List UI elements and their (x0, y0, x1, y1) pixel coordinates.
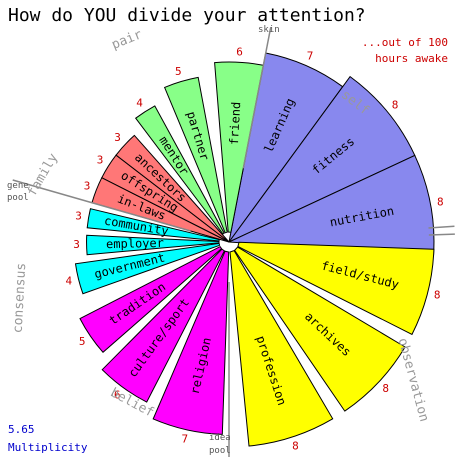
value-label-employer: 3 (73, 238, 80, 251)
value-label-mentor: 4 (136, 96, 143, 109)
value-label-nutrition: 8 (437, 196, 444, 209)
value-label-partner: 5 (175, 65, 182, 78)
group-label-consensus: consensus (11, 262, 30, 333)
subtitle-line-1: ...out of 100 (362, 36, 448, 49)
value-label-tradition: 5 (79, 335, 86, 348)
wedge-tradition (79, 245, 223, 354)
value-label-ancestors: 3 (114, 131, 121, 144)
group-label-pair: pair (110, 27, 145, 53)
wedge-culture-sport (101, 248, 226, 403)
segment-label-employer: employer (106, 236, 164, 251)
wedge-employer (86, 234, 220, 256)
value-label-culture-sport: 6 (114, 389, 121, 402)
wedge-archives (233, 246, 406, 412)
wedge-religion (152, 250, 230, 435)
multiplicity-label: Multiplicity (8, 441, 88, 454)
value-label-learning: 7 (307, 49, 314, 62)
multiplicity-value: 5.65 (8, 423, 35, 436)
group-label-observation: observation (395, 336, 432, 423)
self-observation-boundary-line-2 (428, 233, 455, 236)
wedge-community (86, 208, 220, 242)
value-label-archives: 8 (382, 382, 389, 395)
gene-pool-label-1: gene (7, 181, 29, 191)
boundary-layer (12, 27, 455, 457)
wedge-mentor (134, 105, 225, 235)
gene-pool-boundary-line (12, 179, 191, 232)
value-label-community: 3 (75, 210, 82, 223)
segment-label-friend: friend (227, 101, 243, 145)
value-label-religion: 7 (181, 433, 188, 446)
idea-pool-label-1: idea (209, 433, 231, 443)
value-label-government: 4 (65, 274, 72, 287)
wedge-field-study (237, 241, 435, 336)
skin-boundary-line (242, 27, 272, 169)
wedge-ancestors (115, 134, 230, 243)
value-label-profession: 8 (292, 440, 299, 453)
wedge-layer (74, 52, 435, 447)
gene-pool-label-2: pool (7, 193, 29, 203)
self-observation-boundary-line (428, 225, 455, 229)
chart-title: How do YOU divide your attention? (8, 5, 366, 26)
value-label-fitness: 8 (392, 99, 399, 112)
subtitle-line-2: hours awake (375, 52, 448, 65)
value-label-in-laws: 3 (84, 179, 91, 192)
idea-pool-label-2: pool (209, 446, 231, 456)
wedge-profession (229, 249, 334, 447)
value-label-offspring: 3 (97, 154, 104, 167)
value-label-friend: 6 (236, 45, 243, 58)
wedge-government (74, 242, 221, 295)
wedge-fitness (228, 75, 416, 243)
wedge-partner (163, 76, 228, 234)
value-label-field-study: 8 (434, 289, 441, 302)
skin-boundary-label: skin (258, 25, 280, 35)
